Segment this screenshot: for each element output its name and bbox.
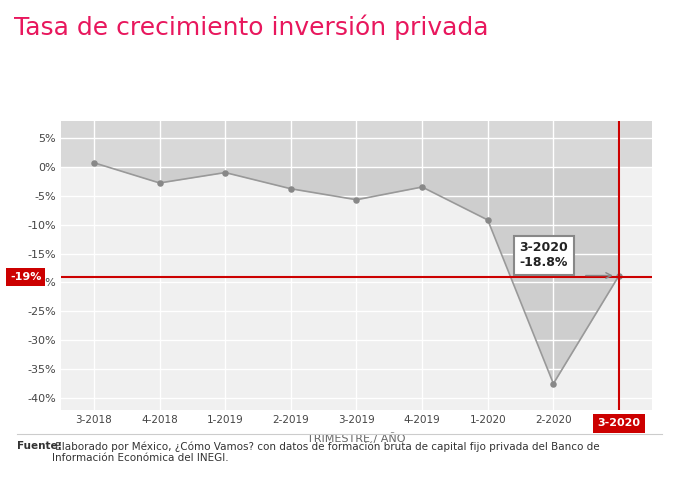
Text: Tasa de crecimiento inversión privada: Tasa de crecimiento inversión privada [14,14,488,40]
Point [417,183,428,191]
Text: Fuente:: Fuente: [17,441,62,451]
Text: 3-2020: 3-2020 [598,418,640,428]
X-axis label: TRIMESTRE / AÑO: TRIMESTRE / AÑO [307,433,406,444]
Point [154,179,165,187]
Point [220,169,231,176]
Point [88,159,99,167]
Point [614,272,625,280]
Point [482,216,493,224]
Text: -19%: -19% [10,272,41,281]
Bar [61,120,652,167]
Text: 3-2020
-18.8%: 3-2020 -18.8% [519,241,568,269]
Point [548,380,559,388]
Point [351,196,362,203]
Text: Elaborado por México, ¿Cómo Vamos? con datos de formación bruta de capital fijo : Elaborado por México, ¿Cómo Vamos? con d… [52,441,600,463]
Point [285,185,296,193]
